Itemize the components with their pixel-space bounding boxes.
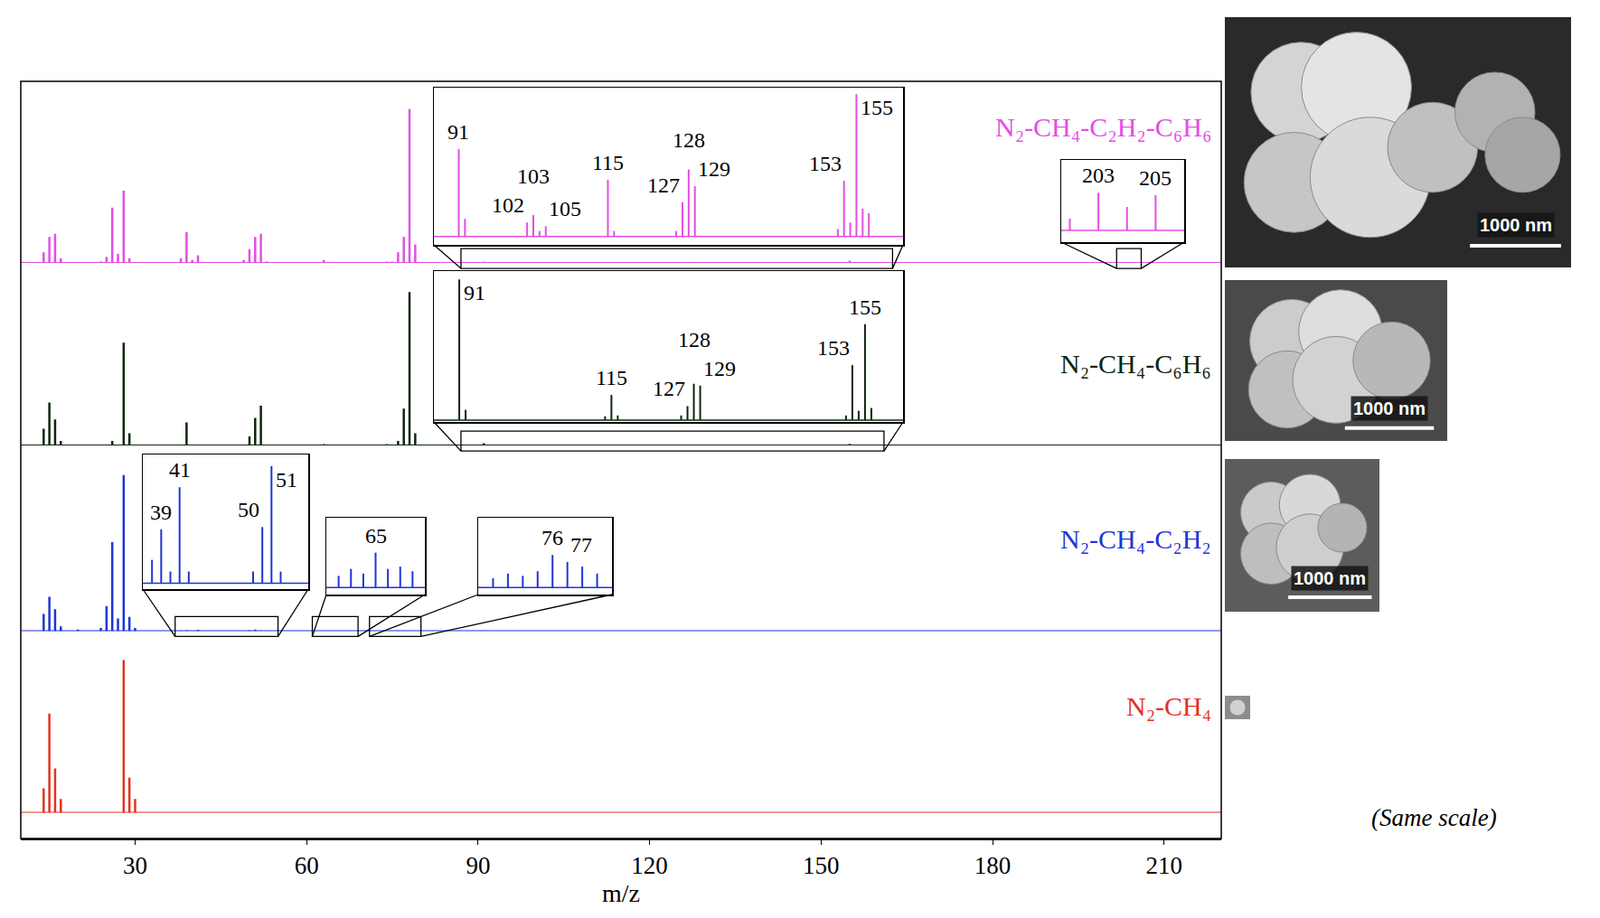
svg-text:129: 129 bbox=[703, 357, 736, 381]
svg-text:205: 205 bbox=[1138, 166, 1172, 190]
svg-text:N₂-CH₄-C₂H₂-C₆H₆: N₂-CH₄-C₂H₂-C₆H₆ bbox=[995, 112, 1212, 142]
svg-text:65: 65 bbox=[365, 524, 387, 548]
svg-text:91: 91 bbox=[463, 281, 486, 305]
svg-text:30: 30 bbox=[122, 852, 148, 880]
svg-text:1000 nm: 1000 nm bbox=[1353, 398, 1426, 419]
svg-text:41: 41 bbox=[169, 458, 191, 482]
svg-text:50: 50 bbox=[237, 498, 260, 522]
svg-text:77: 77 bbox=[570, 533, 593, 557]
svg-text:128: 128 bbox=[677, 328, 711, 352]
svg-text:153: 153 bbox=[809, 151, 842, 176]
svg-text:1000 nm: 1000 nm bbox=[1479, 215, 1553, 236]
svg-text:155: 155 bbox=[860, 95, 894, 120]
svg-text:(Same scale): (Same scale) bbox=[1371, 804, 1497, 832]
svg-text:m/z: m/z bbox=[602, 879, 640, 908]
svg-text:N₂-CH₄: N₂-CH₄ bbox=[1126, 691, 1212, 722]
svg-text:115: 115 bbox=[592, 150, 624, 175]
svg-text:127: 127 bbox=[652, 376, 686, 401]
svg-text:128: 128 bbox=[672, 128, 706, 152]
svg-text:91: 91 bbox=[447, 120, 470, 144]
svg-text:1000 nm: 1000 nm bbox=[1293, 568, 1366, 589]
svg-text:153: 153 bbox=[817, 336, 850, 360]
svg-text:210: 210 bbox=[1146, 852, 1184, 880]
svg-text:60: 60 bbox=[294, 852, 320, 880]
svg-text:102: 102 bbox=[491, 193, 525, 217]
svg-text:127: 127 bbox=[647, 173, 680, 198]
svg-text:N₂-CH₄-C₆H₆: N₂-CH₄-C₆H₆ bbox=[1060, 348, 1212, 379]
svg-text:76: 76 bbox=[541, 526, 564, 550]
svg-text:N₂-CH₄-C₂H₂: N₂-CH₄-C₂H₂ bbox=[1060, 524, 1212, 555]
svg-text:103: 103 bbox=[517, 164, 550, 189]
svg-text:150: 150 bbox=[802, 852, 840, 880]
svg-text:39: 39 bbox=[150, 500, 172, 525]
svg-text:51: 51 bbox=[275, 468, 298, 492]
svg-text:203: 203 bbox=[1082, 163, 1115, 188]
svg-text:105: 105 bbox=[548, 197, 582, 221]
svg-text:155: 155 bbox=[848, 295, 882, 320]
svg-text:120: 120 bbox=[630, 852, 669, 880]
svg-text:115: 115 bbox=[595, 366, 628, 390]
svg-text:129: 129 bbox=[697, 157, 731, 181]
svg-text:90: 90 bbox=[465, 852, 490, 880]
svg-text:180: 180 bbox=[974, 852, 1012, 880]
